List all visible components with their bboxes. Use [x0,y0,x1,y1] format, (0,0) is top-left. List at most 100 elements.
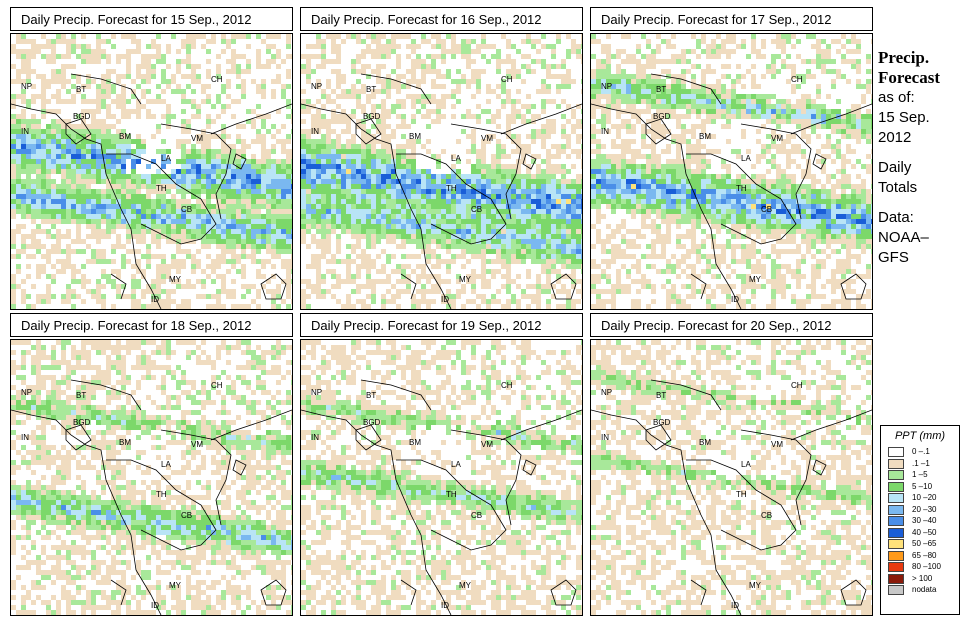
country-label-bm: BM [699,438,711,447]
legend-item: 40 –50 [881,527,959,539]
legend-swatch [888,573,904,584]
country-label-th: TH [156,490,167,499]
country-label-la: LA [451,154,461,163]
coastline [106,153,217,245]
legend-swatch [888,447,904,457]
country-label-bgd: BGD [653,418,671,427]
country-label-vm: VM [771,440,783,449]
coastline [645,424,672,451]
coastline [396,153,507,245]
coastline [840,273,867,300]
coastline [400,579,417,606]
country-label-vm: VM [191,134,203,143]
legend-title: PPT (mm) [894,430,946,442]
panel-title: Daily Precip. Forecast for 17 Sep., 2012 [590,7,873,31]
country-label-th: TH [446,490,457,499]
coastline [210,103,292,135]
country-label-bgd: BGD [73,112,91,121]
map-panel-6: Daily Precip. Forecast for 20 Sep., 2012… [590,313,873,616]
country-label-id: ID [731,601,739,610]
country-label-id: ID [151,601,159,610]
country-label-nep: NP [21,82,32,91]
country-label-id: ID [441,295,449,304]
country-label-vm: VM [481,134,493,143]
country-label-bm: BM [119,132,131,141]
legend-label: 5 –10 [912,481,933,491]
coastline [650,73,722,105]
country-label-cb: CB [761,511,772,520]
legend-swatch [888,550,904,561]
coastline [355,424,382,451]
precip-grid: NP BT BGD IN BM CH VM LA TH CB MY ID [591,34,872,309]
coastline [260,579,287,606]
coastline [740,429,812,526]
coastline [522,153,537,170]
country-label-th: TH [156,184,167,193]
legend-swatch [888,539,904,549]
legend-label: 50 –65 [912,539,937,548]
forecast-date: 15 Sep. [878,109,930,126]
country-label-nep: NP [311,82,322,91]
country-label-ind: IN [21,127,29,136]
coastline [70,73,142,105]
legend-label: 80 –100 [912,562,941,571]
legend-label: 30 –40 [912,516,937,525]
country-label-ch: CH [791,75,803,84]
legend-swatch [888,527,904,538]
coastline [591,409,742,615]
sidebar-title: Forecast [878,68,940,87]
asof-label: as of: [878,89,915,106]
country-label-ind: IN [21,433,29,442]
country-label-cb: CB [181,205,192,214]
legend-item: nodata [881,584,959,596]
country-label-ch: CH [501,75,513,84]
coastline [840,579,867,606]
coastline [65,118,92,145]
country-label-la: LA [741,154,751,163]
legend-swatch [888,562,904,572]
panel-title: Daily Precip. Forecast for 19 Sep., 2012 [300,313,583,337]
precip-map: NP BT BGD IN BM CH VM LA TH CB MY ID [300,33,583,310]
coastline [301,409,452,615]
country-label-bt: BT [366,391,376,400]
coastline [65,424,92,451]
coastline [790,103,872,135]
country-label-bgd: BGD [653,112,671,121]
coastline [110,273,127,300]
country-label-my: MY [459,275,472,284]
sidebar-info: Precip. Forecast as of: 15 Sep. 2012 Dai… [878,48,963,268]
country-label-la: LA [451,460,461,469]
country-label-id: ID [441,601,449,610]
coastline [645,118,672,145]
country-label-bt: BT [366,85,376,94]
legend-label: .1 –1 [912,458,930,468]
country-label-ind: IN [601,127,609,136]
legend-item: > 100 [881,573,959,585]
legend-label: 10 –20 [912,493,937,502]
country-label-my: MY [749,275,762,284]
coastline [160,123,232,220]
country-label-my: MY [169,581,182,590]
ppt-legend: PPT (mm) 0 –.1 .1 –1 1 –5 5 –10 10 –20 20 –30… [880,425,960,615]
coastline [686,153,797,245]
precip-map: NP BT BGD IN BM CH VM LA TH CB MY ID [10,33,293,310]
map-panel-2: Daily Precip. Forecast for 16 Sep., 2012… [300,7,583,310]
country-label-bm: BM [699,132,711,141]
country-label-bm: BM [409,438,421,447]
legend-label: > 100 [912,573,933,583]
legend-label: 40 –50 [912,527,937,537]
coastline [232,153,247,170]
coastline [650,379,722,411]
legend-swatch [888,458,904,469]
country-label-bt: BT [76,85,86,94]
coastline [550,579,577,606]
country-label-nep: NP [21,388,32,397]
country-label-bm: BM [409,132,421,141]
legend-item: 1 –5 [881,469,959,481]
legend-swatch [888,504,904,515]
legend-label: 65 –80 [912,550,937,560]
legend-label: nodata [912,585,937,594]
precip-map: NP BT BGD IN BM CH VM LA TH CB MY ID [590,339,873,616]
legend-swatch [888,481,904,492]
sidebar-title: Precip. [878,48,930,67]
